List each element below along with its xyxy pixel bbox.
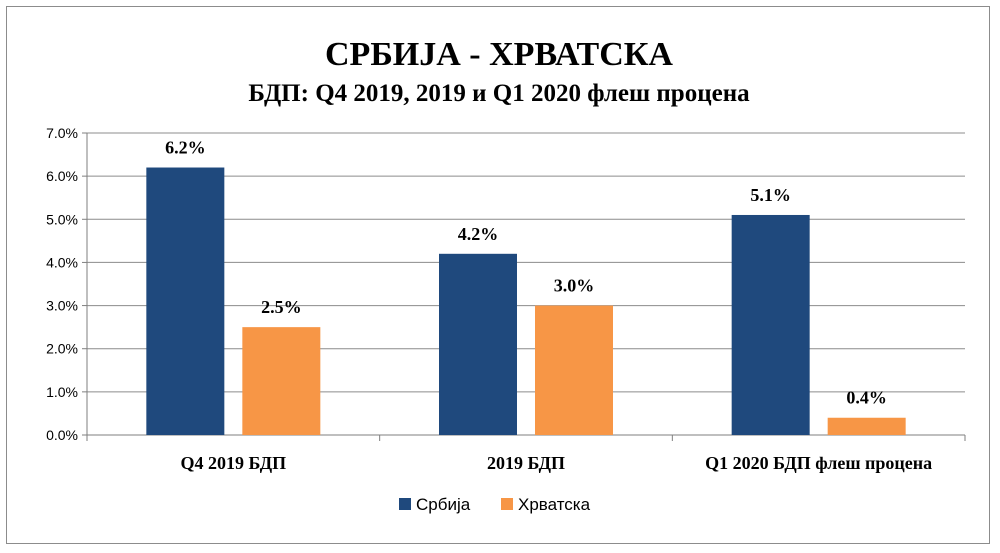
data-label: 6.2% — [165, 138, 206, 158]
y-tick-label: 5.0% — [46, 211, 78, 227]
y-tick-label: 0.0% — [46, 427, 78, 443]
legend-label: Србија — [416, 495, 471, 514]
data-label: 2.5% — [261, 297, 302, 317]
y-tick-label: 6.0% — [46, 168, 78, 184]
data-label: 5.1% — [750, 185, 791, 205]
category-label: Q4 2019 БДП — [181, 453, 287, 473]
y-tick-label: 7.0% — [46, 125, 78, 141]
chart: СРБИЈА - ХРВАТСКА БДП: Q4 2019, 2019 и Q… — [46, 36, 966, 514]
legend-swatch — [501, 498, 513, 510]
data-label: 0.4% — [846, 388, 887, 408]
y-tick-label: 4.0% — [46, 254, 78, 270]
x-axis-categories: Q4 2019 БДП 2019 БДП Q1 2020 БДП флеш проц… — [181, 453, 933, 473]
chart-frame: СРБИЈА - ХРВАТСКА БДП: Q4 2019, 2019 и Q… — [6, 6, 990, 544]
chart-title: СРБИЈА - ХРВАТСКА — [325, 36, 673, 73]
y-tick-label: 1.0% — [46, 384, 78, 400]
y-axis-ticks: 0.0% 1.0% 2.0% 3.0% 4.0% 5.0% 6.0% 7.0% — [46, 125, 78, 443]
bar-Србија-2 — [439, 253, 517, 435]
bar-Србија-1 — [146, 167, 225, 435]
data-labels: 6.2% 2.5% 4.2% 3.0% 5.1% 0.4% — [165, 138, 887, 408]
legend-label: Хрватска — [518, 495, 591, 514]
gridlines — [82, 132, 966, 441]
category-label: 2019 БДП — [487, 453, 565, 473]
data-label: 3.0% — [554, 276, 595, 296]
bar-Хрватска-2 — [535, 305, 613, 435]
bar-Хрватска-1 — [242, 327, 321, 435]
y-tick-label: 3.0% — [46, 298, 78, 314]
data-label: 4.2% — [458, 224, 499, 244]
y-tick-label: 2.0% — [46, 341, 78, 357]
bar-Хрватска-3 — [827, 417, 906, 435]
legend: Србија Хрватска — [399, 495, 591, 514]
legend-swatch — [399, 498, 411, 510]
category-label: Q1 2020 БДП флеш процена — [705, 453, 932, 473]
bar-Србија-3 — [731, 214, 810, 435]
chart-subtitle: БДП: Q4 2019, 2019 и Q1 2020 флеш процен… — [248, 80, 750, 107]
bars — [146, 167, 906, 435]
